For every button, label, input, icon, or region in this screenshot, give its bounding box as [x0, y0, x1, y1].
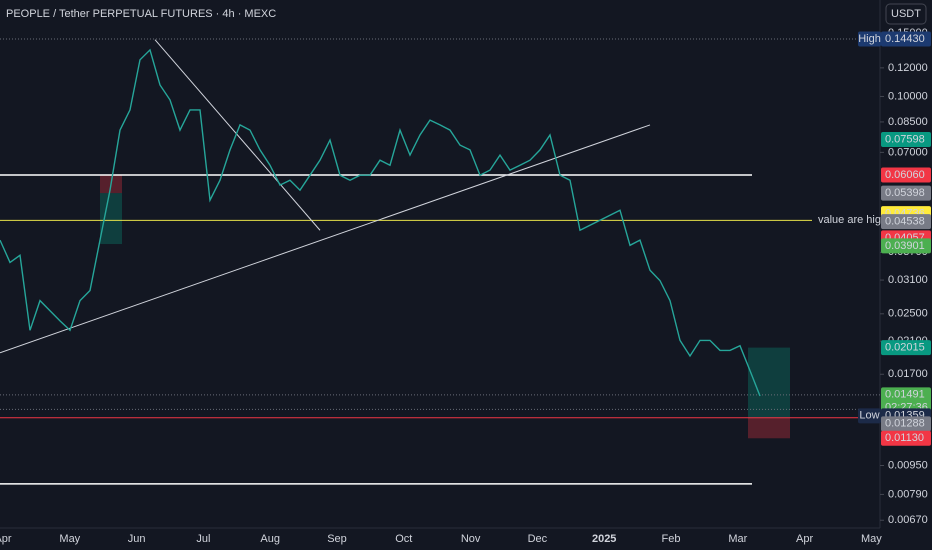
y-tick-label: 0.08500 [888, 116, 928, 128]
x-tick-label: May [59, 533, 80, 545]
price-label: 0.02015 [885, 342, 925, 354]
x-tick-label: Oct [395, 533, 412, 545]
price-label-bg [881, 167, 931, 183]
price-label: 0.04538 [885, 216, 925, 228]
price-label-bg [881, 416, 931, 432]
price-label: 0.05398 [885, 187, 925, 199]
x-tick-label: Apr [0, 533, 12, 545]
price-label: 0.01288 [885, 418, 925, 430]
price-label-bg [881, 214, 931, 230]
price-tag: Low [859, 410, 879, 422]
stop-zone [748, 417, 790, 439]
currency-label[interactable]: USDT [891, 8, 921, 20]
y-tick-label: 0.01700 [888, 368, 928, 380]
price-tag: High [858, 33, 881, 45]
x-tick-label: May [861, 533, 882, 545]
price-label-bg [881, 430, 931, 446]
x-tick-label: Dec [528, 533, 548, 545]
x-tick-label: Sep [327, 533, 347, 545]
price-label: 0.06060 [885, 169, 925, 181]
trendline [154, 39, 321, 231]
x-tick-label: Mar [728, 533, 747, 545]
level-annotation: value are high [818, 214, 887, 226]
price-label: 0.14430 [885, 33, 925, 45]
price-label-bg [881, 31, 931, 47]
price-label: 0.07598 [885, 133, 925, 145]
x-tick-label: Jul [196, 533, 210, 545]
x-tick-label: Jun [128, 533, 146, 545]
y-tick-label: 0.00790 [888, 488, 928, 500]
x-tick-label: Apr [796, 533, 813, 545]
x-tick-label: 2025 [592, 533, 616, 545]
currency-button[interactable] [885, 3, 927, 25]
y-tick-label: 0.03100 [888, 274, 928, 286]
x-tick-label: Feb [662, 533, 681, 545]
price-tag-bg [858, 31, 881, 47]
y-tick-label: 0.02500 [888, 308, 928, 320]
y-tick-label: 0.10000 [888, 90, 928, 102]
y-tick-label: 0.00670 [888, 514, 928, 526]
price-label: 0.01491 [885, 389, 925, 401]
trendline [0, 124, 651, 354]
price-tag-bg [858, 408, 881, 424]
price-label-bg [881, 238, 931, 254]
y-tick-label: 0.12000 [888, 62, 928, 74]
target-zone [100, 193, 122, 245]
price-label: 0.01130 [885, 432, 924, 444]
x-tick-label: Aug [260, 533, 280, 545]
y-tick-label: 0.00950 [888, 459, 928, 471]
price-line [0, 48, 761, 397]
price-label: 0.03901 [885, 240, 925, 252]
x-tick-label: Nov [461, 533, 481, 545]
y-tick-label: 0.07000 [888, 146, 928, 158]
price-label-bg [881, 185, 931, 201]
chart-title: PEOPLE / Tether PERPETUAL FUTURES · 4h ·… [6, 8, 276, 20]
price-label-bg [881, 340, 931, 356]
price-label-bg [881, 132, 931, 148]
